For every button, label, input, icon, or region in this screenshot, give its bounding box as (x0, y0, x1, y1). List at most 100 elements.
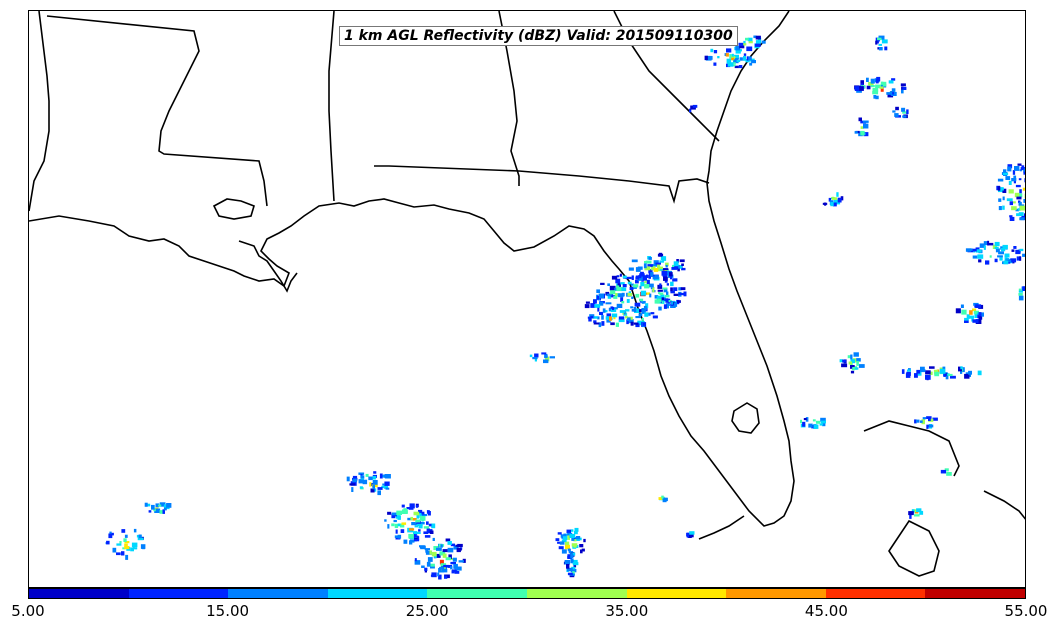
echo-pixel (727, 62, 734, 67)
echo-pixel (137, 537, 144, 541)
echo-pixel (880, 87, 884, 92)
echo-pixel (444, 566, 447, 571)
echo-pixel (928, 417, 931, 421)
echo-pixel (414, 558, 417, 562)
echo-pixel (1007, 166, 1012, 172)
echo-pixel (998, 206, 1002, 211)
colorbar-segment-7 (626, 589, 727, 598)
echo-pixel (1024, 178, 1025, 183)
echo-pixel (1003, 172, 1009, 176)
echo-pixel (1018, 200, 1021, 203)
echo-pixel (431, 551, 437, 557)
echo-pixel (997, 178, 1004, 182)
echo-pixel (456, 566, 462, 571)
reflectivity-echoes (105, 35, 1025, 580)
echo-pixel (739, 57, 743, 61)
echo-cluster (704, 45, 756, 69)
echo-pixel (895, 106, 899, 111)
echo-pixel (359, 486, 363, 489)
echo-pixel (725, 53, 729, 57)
echo-pixel (1018, 201, 1022, 206)
echo-pixel (916, 369, 921, 374)
echo-pixel (574, 530, 578, 535)
echo-pixel (558, 546, 564, 550)
echo-cluster (800, 417, 826, 429)
echo-cluster (854, 117, 869, 137)
echo-pixel (426, 521, 429, 525)
echo-pixel (544, 355, 548, 358)
echo-pixel (360, 475, 365, 479)
echo-pixel (646, 274, 649, 278)
echo-pixel (411, 522, 417, 526)
echo-pixel (854, 86, 860, 91)
echo-pixel (439, 559, 444, 565)
echo-pixel (612, 306, 615, 311)
echo-pixel (983, 245, 986, 250)
echo-pixel (369, 482, 372, 487)
echo-pixel (397, 534, 402, 539)
echo-pixel (352, 478, 358, 483)
echo-pixel (881, 39, 888, 44)
echo-pixel (808, 423, 813, 428)
echo-pixel (977, 254, 984, 259)
echo-pixel (813, 424, 819, 429)
echo-pixel (975, 319, 982, 324)
echo-pixel (661, 270, 668, 276)
echo-pixel (1016, 196, 1022, 200)
echo-cluster (901, 366, 982, 381)
echo-pixel (133, 547, 138, 550)
echo-pixel (860, 80, 864, 85)
echo-pixel (1003, 169, 1007, 174)
echo-pixel (1008, 180, 1012, 185)
border-louisiana (29, 11, 50, 212)
colorbar (28, 588, 1026, 599)
echo-pixel (800, 419, 802, 424)
echo-pixel (362, 479, 368, 485)
echo-pixel (815, 420, 821, 424)
echo-pixel (412, 518, 417, 521)
echo-pixel (909, 514, 912, 519)
echo-pixel (658, 292, 661, 295)
echo-pixel (891, 78, 896, 81)
echo-pixel (733, 64, 736, 67)
echo-pixel (607, 283, 610, 286)
echo-pixel (1019, 256, 1022, 261)
echo-pixel (652, 287, 655, 293)
echo-pixel (406, 507, 411, 510)
echo-pixel (648, 274, 651, 279)
echo-pixel (822, 422, 826, 427)
echo-pixel (998, 251, 1004, 255)
echo-pixel (833, 198, 836, 203)
map-panel[interactable]: 1 km AGL Reflectivity (dBZ) Valid: 20150… (28, 10, 1026, 588)
echo-pixel (663, 497, 668, 502)
echo-pixel (130, 547, 134, 552)
echo-pixel (965, 248, 971, 252)
echo-pixel (805, 417, 809, 422)
echo-pixel (901, 89, 904, 94)
echo-pixel (1007, 260, 1012, 263)
echo-pixel (409, 503, 415, 509)
echo-pixel (657, 264, 661, 269)
echo-pixel (600, 282, 605, 285)
echo-cluster (529, 352, 555, 364)
echo-pixel (420, 545, 426, 550)
echo-pixel (755, 40, 761, 44)
echo-pixel (960, 366, 963, 370)
echo-pixel (588, 317, 592, 322)
echo-pixel (116, 552, 121, 556)
echo-pixel (969, 315, 975, 319)
echo-pixel (580, 549, 583, 554)
echo-pixel (966, 314, 970, 319)
echo-pixel (648, 257, 652, 260)
echo-pixel (566, 567, 573, 572)
colorbar-tick-label: 25.00 (405, 602, 449, 620)
echo-pixel (106, 540, 110, 545)
echo-pixel (555, 538, 560, 542)
echo-pixel (964, 320, 969, 323)
echo-pixel (140, 544, 146, 549)
echo-pixel (639, 273, 645, 278)
echo-pixel (439, 566, 445, 570)
border-louisiana-mississippi (46, 15, 268, 207)
echo-pixel (609, 285, 616, 291)
echo-pixel (1018, 290, 1023, 293)
